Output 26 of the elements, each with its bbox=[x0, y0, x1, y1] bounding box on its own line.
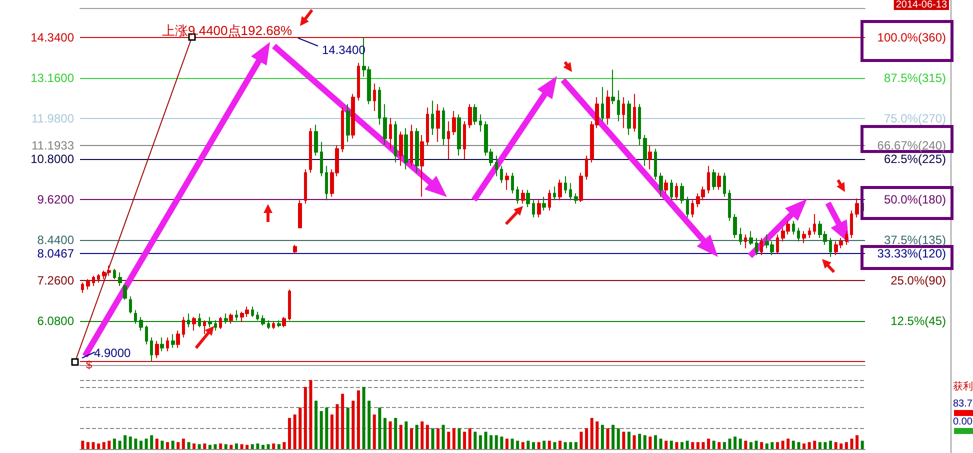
text: 83.7 bbox=[953, 398, 973, 410]
text: 25.0%(90) bbox=[890, 274, 946, 288]
y-tick-label: 13.1600 bbox=[30, 71, 74, 86]
text: 获利 bbox=[953, 380, 973, 392]
text: 66.67%(240) bbox=[877, 138, 946, 153]
text: 2014-06-13 bbox=[896, 0, 948, 10]
y-tick-label: 11.1933 bbox=[32, 138, 74, 153]
text: 75.0%(270) bbox=[884, 112, 946, 126]
text: 37.5%(135) bbox=[884, 233, 946, 248]
annotation: 4.9000 bbox=[94, 346, 132, 360]
y-tick-label: 8.0467 bbox=[37, 246, 74, 261]
annotation: 上涨9.4400点192.68% bbox=[162, 23, 293, 38]
text: 12.5%(45) bbox=[890, 314, 946, 328]
text: 87.5%(315) bbox=[884, 71, 946, 86]
y-tick-label: 7.2600 bbox=[37, 274, 74, 288]
y-tick-label: 11.9800 bbox=[32, 112, 74, 126]
text: 62.5%(225) bbox=[884, 152, 946, 166]
y-tick-label: 9.6200 bbox=[37, 192, 74, 207]
y-tick-label: 6.0800 bbox=[37, 314, 74, 328]
y-tick-label: 8.4400 bbox=[37, 233, 74, 248]
text: 50.0%(180) bbox=[884, 192, 946, 207]
text: 33.33%(120) bbox=[877, 246, 946, 261]
y-tick-label: 14.3400 bbox=[30, 30, 74, 45]
text: 0.00 bbox=[953, 416, 973, 428]
y-tick-label: 10.8000 bbox=[30, 152, 74, 166]
text: 100.0%(360) bbox=[877, 30, 946, 45]
